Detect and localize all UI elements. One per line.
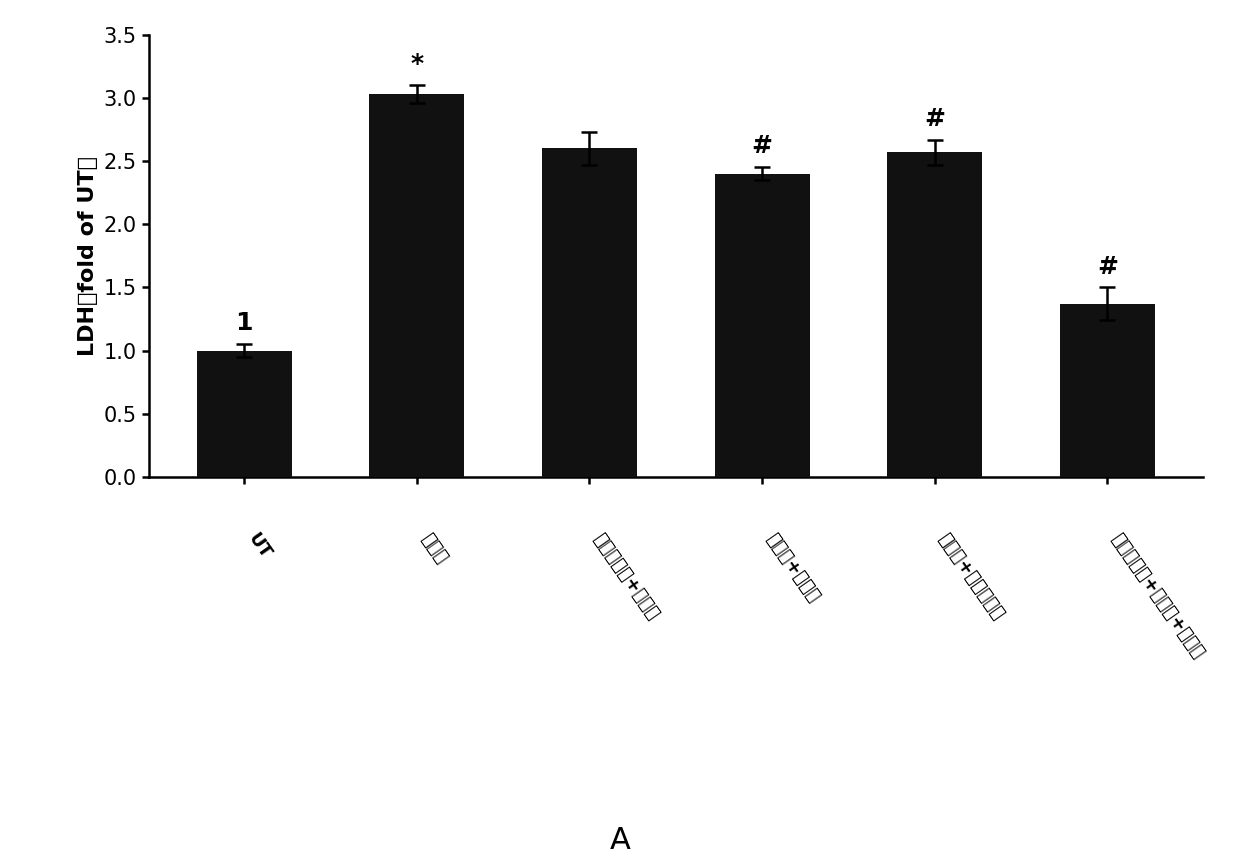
Bar — [888, 153, 982, 477]
Text: *: * — [410, 52, 423, 76]
Text: UT: UT — [244, 530, 274, 562]
Bar — [542, 148, 637, 477]
Text: 姜黄素+二型杨梅素: 姜黄素+二型杨梅素 — [935, 530, 1007, 623]
Text: #: # — [1097, 255, 1118, 278]
Text: 二型杨梅素+熊果酸: 二型杨梅素+熊果酸 — [589, 530, 662, 623]
Bar — [370, 94, 464, 477]
Text: #: # — [924, 107, 945, 131]
Text: 二型杨梅素+熊果酸+姜黄素: 二型杨梅素+熊果酸+姜黄素 — [1107, 530, 1208, 662]
Bar — [1060, 303, 1154, 477]
Text: 1: 1 — [236, 311, 253, 336]
Y-axis label: LDH（fold of UT）: LDH（fold of UT） — [78, 156, 98, 355]
Text: #: # — [751, 134, 773, 159]
Text: 姜黄素+熊果酸: 姜黄素+熊果酸 — [763, 530, 822, 605]
Text: A: A — [610, 826, 630, 856]
Text: 酒精组: 酒精组 — [417, 530, 450, 567]
Bar — [714, 173, 810, 477]
Bar — [197, 350, 291, 477]
